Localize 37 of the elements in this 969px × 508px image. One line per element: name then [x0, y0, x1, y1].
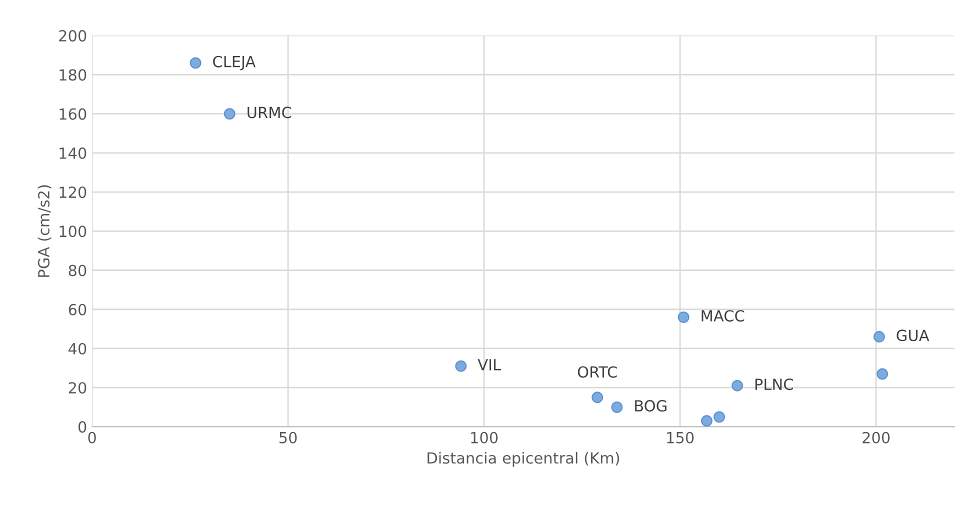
y-tick-label: 0 — [78, 421, 86, 433]
point — [455, 360, 467, 372]
point — [876, 368, 888, 380]
y-tick-label: 80 — [68, 264, 86, 276]
point — [701, 415, 712, 427]
x-tick-label: 50 — [280, 432, 297, 444]
point — [190, 57, 202, 69]
point — [678, 311, 690, 323]
annotation: MACC — [702, 310, 744, 322]
x-tick-label: 150 — [667, 432, 694, 444]
annotation: VIL — [478, 359, 501, 370]
x-tick-label: 0 — [88, 432, 96, 444]
annotation: CLEJA — [213, 56, 256, 70]
annotation: PLNC — [755, 378, 793, 390]
annotation: URMC — [248, 106, 292, 118]
y-tick-label: 40 — [68, 342, 86, 355]
annotation: ORTC — [578, 366, 617, 378]
y-tick-label: 120 — [60, 186, 86, 198]
x-axis-title: Distancia epicentral (Km) — [428, 452, 620, 467]
x-tick-label: 100 — [471, 432, 498, 444]
y-tick-label: 160 — [60, 108, 86, 120]
y-tick-label: 60 — [68, 304, 86, 316]
point — [224, 108, 236, 120]
y-tick-label: 180 — [60, 69, 86, 81]
point — [732, 380, 743, 392]
point — [873, 331, 885, 342]
y-tick-label: 140 — [60, 147, 86, 159]
point — [714, 411, 725, 423]
y-tick-label: 20 — [68, 382, 86, 394]
y-tick-label: 200 — [59, 30, 86, 42]
y-axis-title: PGA (cm/s2) — [38, 185, 52, 277]
point — [611, 401, 623, 413]
y-tick-label: 100 — [60, 226, 86, 238]
point — [592, 392, 604, 404]
annotation: GUA — [896, 330, 930, 342]
x-tick-label: 200 — [862, 432, 890, 444]
annotation: BOG — [635, 400, 666, 412]
